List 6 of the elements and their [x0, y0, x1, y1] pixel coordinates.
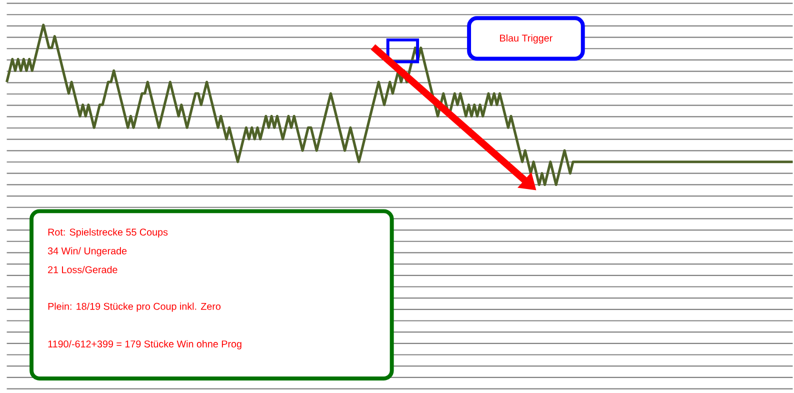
text: 34 Win/ Ungerade [48, 247, 127, 256]
text: 1190/-612+399 = 179 Stücke Win ohne Prog [48, 340, 242, 350]
text: Rot: Spielstrecke 55 Coups [48, 228, 168, 238]
text: 21 Loss/Gerade [48, 266, 118, 274]
annotation: Blau Trigger [500, 34, 552, 44]
text: Plein: 18/19 Stücke pro Coup inkl. Zero [48, 302, 221, 312]
